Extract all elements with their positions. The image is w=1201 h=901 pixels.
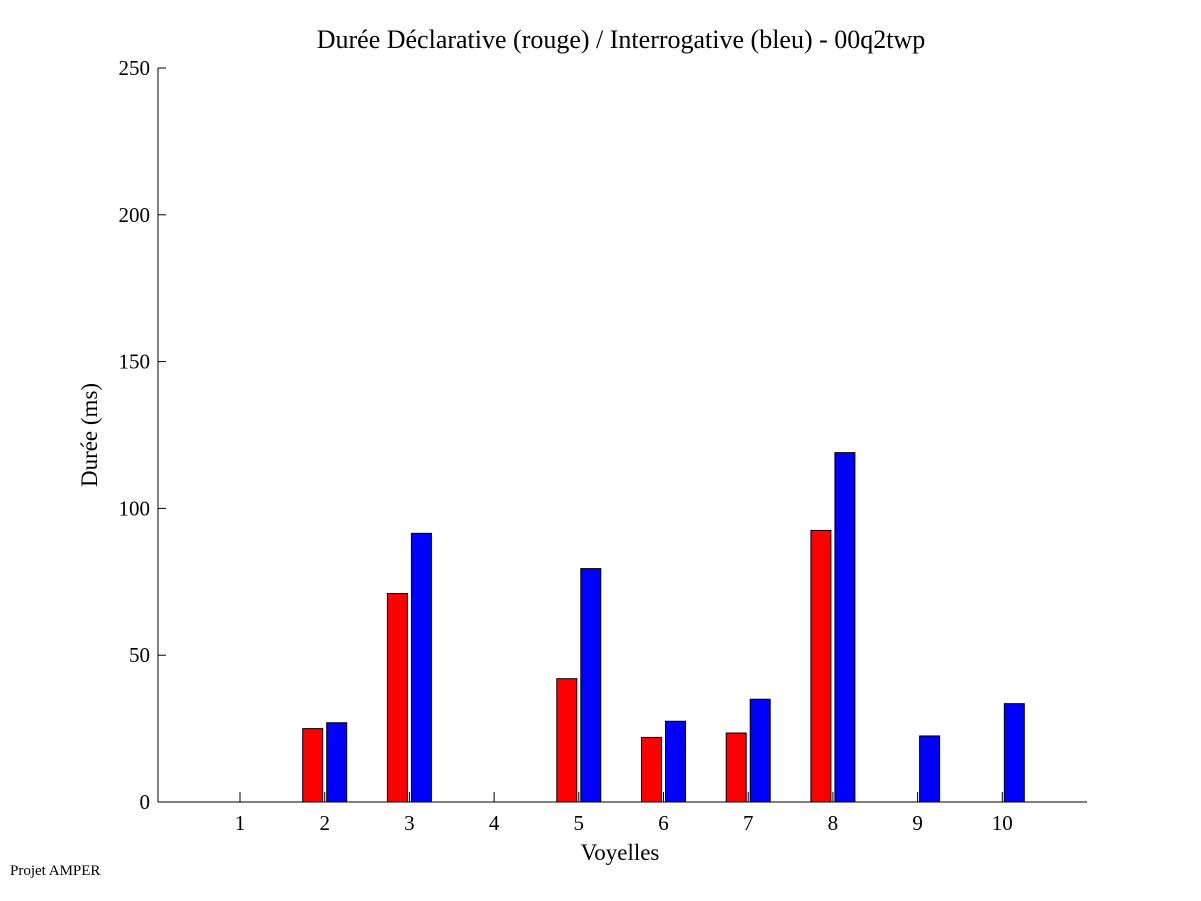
bar-series-2-voyelle-10 xyxy=(1003,703,1025,803)
x-tick-label: 6 xyxy=(658,811,669,835)
x-axis-label: Voyelles xyxy=(581,840,660,865)
bar-series-2-voyelle-5 xyxy=(580,568,602,803)
chart-title: Durée Déclarative (rouge) / Interrogativ… xyxy=(317,25,926,54)
y-axis-label: Durée (ms) xyxy=(77,383,102,487)
bar-series-2-voyelle-3 xyxy=(410,532,432,803)
x-tick-label: 8 xyxy=(828,811,839,835)
x-tick-label: 7 xyxy=(743,811,754,835)
y-ticks: 0 50 100 150 200 250 xyxy=(119,56,166,814)
y-tick-label: 150 xyxy=(119,350,151,374)
x-tick-label: 10 xyxy=(992,811,1013,835)
footer-note: Projet AMPER xyxy=(10,863,101,879)
bar-series-2-voyelle-6 xyxy=(665,720,686,803)
bar-series-1-voyelle-3 xyxy=(386,593,408,803)
axes xyxy=(157,68,1087,803)
x-tick-label: 5 xyxy=(574,811,585,835)
x-tick-label: 1 xyxy=(235,811,246,835)
x-ticks: 1 2 3 4 5 6 7 8 9 10 xyxy=(235,792,1013,835)
x-tick-label: 4 xyxy=(489,811,500,835)
bar-series-1-voyelle-7 xyxy=(725,732,747,803)
bar-series-1-voyelle-2 xyxy=(302,728,324,803)
bars xyxy=(302,452,1025,803)
x-tick-label: 2 xyxy=(319,811,330,835)
bar-series-1-voyelle-5 xyxy=(556,678,578,803)
y-tick-label: 200 xyxy=(119,203,151,227)
bar-series-1-voyelle-6 xyxy=(641,736,662,803)
x-tick-label: 9 xyxy=(912,811,923,835)
bar-series-1-voyelle-8 xyxy=(810,529,832,803)
bar-series-2-voyelle-7 xyxy=(749,698,771,803)
bar-series-2-voyelle-8 xyxy=(834,452,856,803)
y-tick-label: 100 xyxy=(119,496,151,520)
y-tick-label: 250 xyxy=(119,56,151,80)
y-tick-label: 0 xyxy=(140,790,151,814)
bar-series-2-voyelle-9 xyxy=(919,735,941,803)
y-tick-label: 50 xyxy=(129,643,150,667)
bar-series-2-voyelle-2 xyxy=(326,722,348,803)
x-tick-label: 3 xyxy=(404,811,415,835)
